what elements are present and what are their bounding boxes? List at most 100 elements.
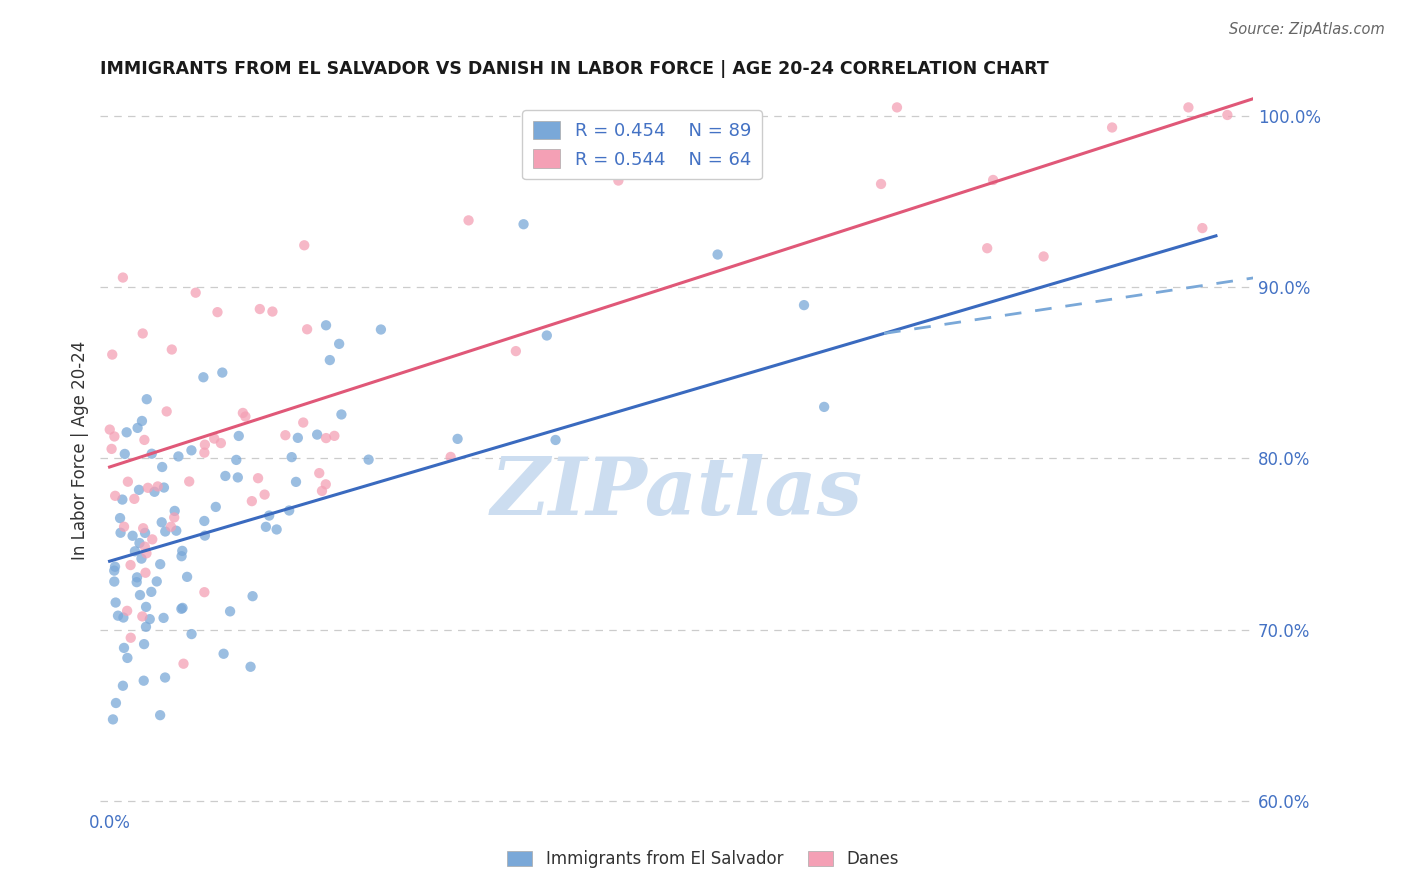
Point [193,370,215,384]
Point [330,408,353,422]
Point [139,612,162,626]
Point [132,637,155,651]
Point [136,481,159,495]
Y-axis label: In Labor Force | Age 20-24: In Labor Force | Age 20-24 [72,340,89,559]
Point [212,647,235,661]
Point [111,492,134,507]
Point [156,404,179,418]
Point [104,489,127,503]
Point [180,627,202,641]
Point [135,620,157,634]
Point [163,504,186,518]
Point [357,452,380,467]
Point [149,557,172,571]
Point [311,483,333,498]
Point [135,546,157,560]
Point [150,460,173,475]
Point [143,484,166,499]
Legend: Immigrants from El Salvador, Danes: Immigrants from El Salvador, Danes [501,844,905,875]
Point [207,305,229,319]
Point [128,536,150,550]
Point [134,433,156,447]
Point [295,322,318,336]
Point [124,491,146,506]
Point [103,574,125,589]
Point [104,696,127,710]
Point [315,431,337,445]
Point [103,429,125,443]
Point [127,421,149,435]
Point [110,525,132,540]
Point [129,588,152,602]
Point [115,604,138,618]
Point [323,429,346,443]
Point [112,519,135,533]
Point [193,445,215,459]
Point [172,544,194,558]
Point [254,520,277,534]
Point [219,604,242,618]
Point [278,503,301,517]
Point [173,657,195,671]
Point [160,343,183,357]
Point [280,450,302,464]
Point [292,238,315,252]
Point [125,570,148,584]
Point [115,425,138,440]
Point [253,487,276,501]
Point [124,544,146,558]
Point [120,558,142,572]
Point [287,431,309,445]
Point [257,508,280,523]
Point [149,708,172,723]
Point [172,600,194,615]
Point [165,524,187,538]
Point [112,640,135,655]
Point [1216,108,1239,122]
Point [307,427,329,442]
Point [114,447,136,461]
Point [249,301,271,316]
Point [1101,120,1123,135]
Point [153,481,176,495]
Point [457,213,479,227]
Text: IMMIGRANTS FROM EL SALVADOR VS DANISH IN LABOR FORCE | AGE 20-24 CORRELATION CHA: IMMIGRANTS FROM EL SALVADOR VS DANISH IN… [100,60,1049,78]
Point [226,470,249,484]
Point [145,574,167,589]
Point [152,611,174,625]
Text: ZIPatlas: ZIPatlas [491,454,863,532]
Point [446,432,468,446]
Point [134,566,156,580]
Point [536,328,558,343]
Point [117,651,139,665]
Point [194,438,217,452]
Point [981,173,1004,187]
Point [202,432,225,446]
Point [232,406,254,420]
Point [150,516,173,530]
Point [512,217,534,231]
Point [131,551,153,566]
Point [163,510,186,524]
Point [315,477,337,491]
Point [131,414,153,428]
Point [111,270,134,285]
Text: Source: ZipAtlas.com: Source: ZipAtlas.com [1229,22,1385,37]
Point [112,610,135,624]
Point [121,529,143,543]
Point [170,602,193,616]
Point [135,392,157,407]
Point [98,423,121,437]
Point [180,443,202,458]
Point [120,631,142,645]
Point [1032,250,1054,264]
Point [153,671,176,685]
Point [132,521,155,535]
Point [104,559,127,574]
Point [228,429,250,443]
Point [214,469,236,483]
Point [440,450,463,464]
Point [793,298,815,312]
Point [209,436,232,450]
Point [370,322,392,336]
